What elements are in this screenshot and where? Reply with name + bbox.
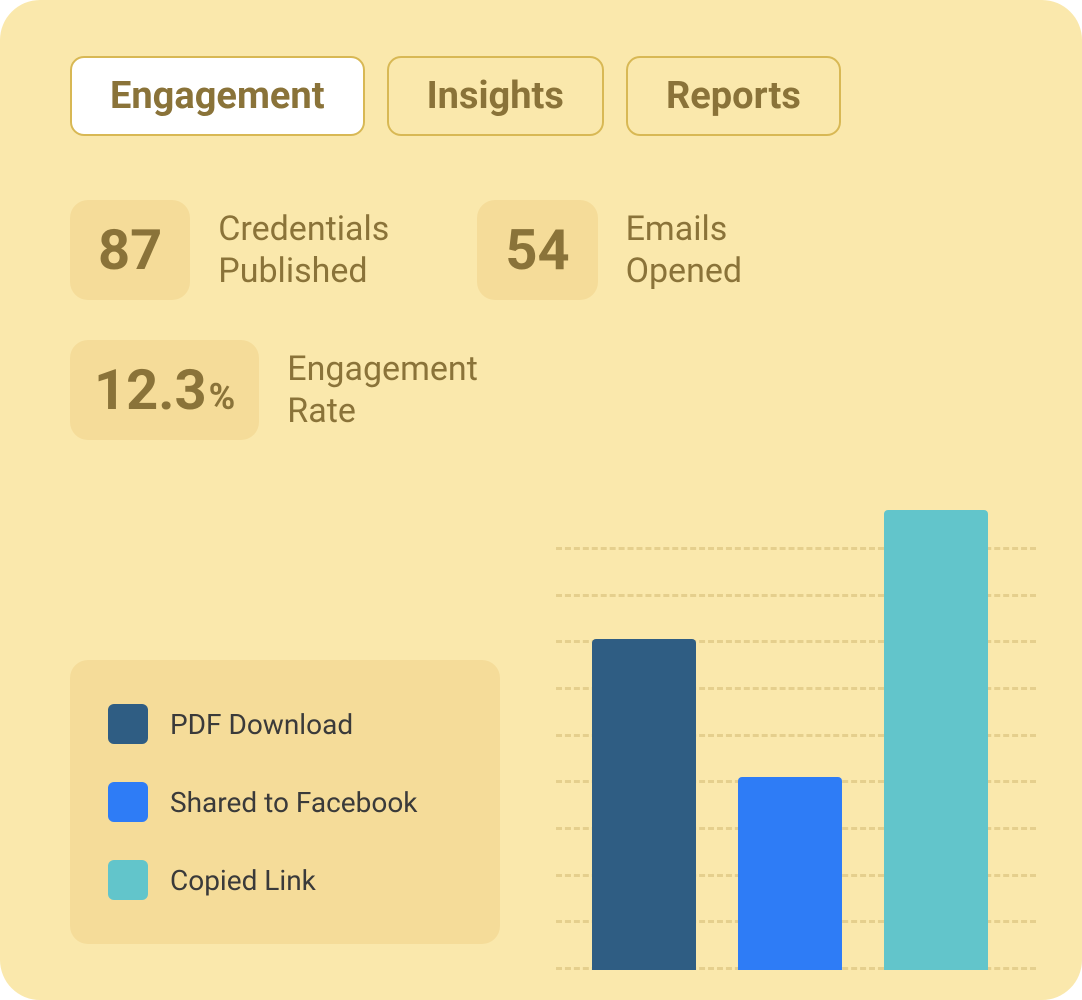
metric-emails: 54 EmailsOpened [477, 200, 742, 300]
legend-label: PDF Download [170, 708, 353, 741]
chart-bar [738, 777, 842, 970]
chart-bar [884, 510, 988, 970]
tab-row: Engagement Insights Reports [70, 56, 1012, 136]
metric-label: CredentialsPublished [218, 208, 389, 293]
chart-legend: PDF Download Shared to Facebook Copied L… [70, 660, 500, 944]
legend-swatch [108, 860, 148, 900]
metric-credentials: 87 CredentialsPublished [70, 200, 389, 300]
legend-item: Shared to Facebook [108, 782, 462, 822]
bar-chart [556, 510, 1036, 970]
metric-suffix: % [209, 376, 236, 418]
metric-engagement-rate: 12.3% EngagementRate [70, 340, 478, 440]
legend-label: Shared to Facebook [170, 786, 418, 819]
metric-value: 12.3% [70, 340, 259, 440]
metric-value: 87 [70, 200, 190, 300]
legend-label: Copied Link [170, 864, 316, 897]
metric-number: 12.3 [94, 357, 207, 423]
tab-insights[interactable]: Insights [387, 56, 604, 136]
metric-value: 54 [477, 200, 597, 300]
dashboard-card: Engagement Insights Reports 87 Credentia… [0, 0, 1082, 1000]
chart-bar [592, 639, 696, 970]
legend-item: PDF Download [108, 704, 462, 744]
legend-swatch [108, 782, 148, 822]
legend-item: Copied Link [108, 860, 462, 900]
tab-engagement[interactable]: Engagement [70, 56, 365, 136]
metrics-row-1: 87 CredentialsPublished 54 EmailsOpened [70, 200, 1012, 300]
metrics-row-2: 12.3% EngagementRate [70, 340, 1012, 440]
chart-bars [592, 510, 1016, 970]
tab-reports[interactable]: Reports [626, 56, 841, 136]
metric-label: EmailsOpened [626, 208, 743, 293]
legend-swatch [108, 704, 148, 744]
metric-label: EngagementRate [287, 348, 478, 433]
